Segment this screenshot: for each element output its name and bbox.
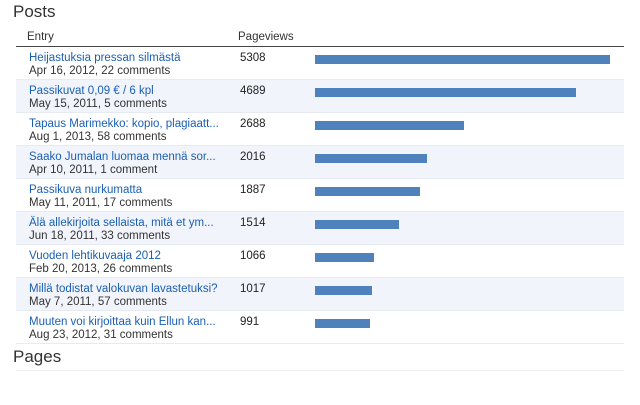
table-body: Heijastuksia pressan silmästä Apr 16, 201… (16, 47, 624, 344)
pageview-count: 1017 (240, 283, 266, 295)
post-title-link[interactable]: Tapaus Marimekko: kopio, plagiaatt... (29, 118, 219, 130)
post-meta: Aug 23, 2012, 31 comments (29, 329, 173, 341)
pageview-count: 1066 (240, 250, 266, 262)
pageview-bar (315, 319, 370, 328)
post-title-link[interactable]: Heijastuksia pressan silmästä (29, 52, 181, 64)
pageview-bar (315, 286, 372, 295)
column-header-entry: Entry (27, 31, 54, 43)
table-row: Tapaus Marimekko: kopio, plagiaatt... Aug… (16, 113, 624, 146)
post-meta: May 15, 2011, 5 comments (29, 98, 167, 110)
post-title-link[interactable]: Älä allekirjoita sellaista, mitä et ym..… (29, 217, 214, 229)
pageview-count: 5308 (240, 52, 266, 64)
pages-divider (16, 370, 624, 371)
pageview-bar (315, 220, 399, 229)
pageview-bar (315, 253, 374, 262)
pageview-count: 2016 (240, 151, 266, 163)
posts-table: Entry Pageviews Heijastuksia pressan sil… (16, 30, 624, 344)
table-row: Millä todistat valokuvan lavastetuksi? Ma… (16, 278, 624, 311)
pageview-bar (315, 187, 420, 196)
pageview-bar (315, 55, 610, 64)
pages-section-title: Pages (13, 347, 62, 366)
table-row: Passikuva nurkumatta May 11, 2011, 17 com… (16, 179, 624, 212)
post-meta: May 7, 2011, 57 comments (29, 296, 167, 308)
post-meta: Apr 10, 2011, 1 comment (29, 164, 158, 176)
post-meta: Jun 18, 2011, 33 comments (29, 230, 171, 242)
post-title-link[interactable]: Vuoden lehtikuvaaja 2012 (29, 250, 161, 262)
table-row: Passikuvat 0,09 € / 6 kpl May 15, 2011, 5… (16, 80, 624, 113)
table-row: Heijastuksia pressan silmästä Apr 16, 201… (16, 47, 624, 80)
table-row: Muuten voi kirjoittaa kuin Ellun kan... A… (16, 311, 624, 344)
post-title-link[interactable]: Passikuvat 0,09 € / 6 kpl (29, 85, 154, 97)
post-meta: Apr 16, 2012, 22 comments (29, 65, 171, 77)
post-title-link[interactable]: Passikuva nurkumatta (29, 184, 143, 196)
pageview-count: 1514 (240, 217, 266, 229)
post-title-link[interactable]: Muuten voi kirjoittaa kuin Ellun kan... (29, 316, 216, 328)
post-meta: Aug 1, 2013, 58 comments (29, 131, 167, 143)
column-header-pageviews: Pageviews (238, 31, 294, 43)
pageview-count: 2688 (240, 118, 266, 130)
pageview-bar (315, 154, 427, 163)
post-meta: Feb 20, 2013, 26 comments (29, 263, 173, 275)
table-header: Entry Pageviews (16, 30, 624, 47)
table-row: Älä allekirjoita sellaista, mitä et ym..… (16, 212, 624, 245)
post-meta: May 11, 2011, 17 comments (29, 197, 173, 209)
pageview-count: 1887 (240, 184, 266, 196)
pageview-count: 991 (240, 316, 260, 328)
table-row: Vuoden lehtikuvaaja 2012 Feb 20, 2013, 26… (16, 245, 624, 278)
post-title-link[interactable]: Saako Jumalan luomaa mennä sor... (29, 151, 216, 163)
pageview-bar (315, 88, 576, 97)
post-title-link[interactable]: Millä todistat valokuvan lavastetuksi? (29, 283, 218, 295)
posts-section-title: Posts (13, 2, 56, 21)
pageview-bar (315, 121, 464, 130)
table-row: Saako Jumalan luomaa mennä sor... Apr 10,… (16, 146, 624, 179)
pageview-count: 4689 (240, 85, 266, 97)
